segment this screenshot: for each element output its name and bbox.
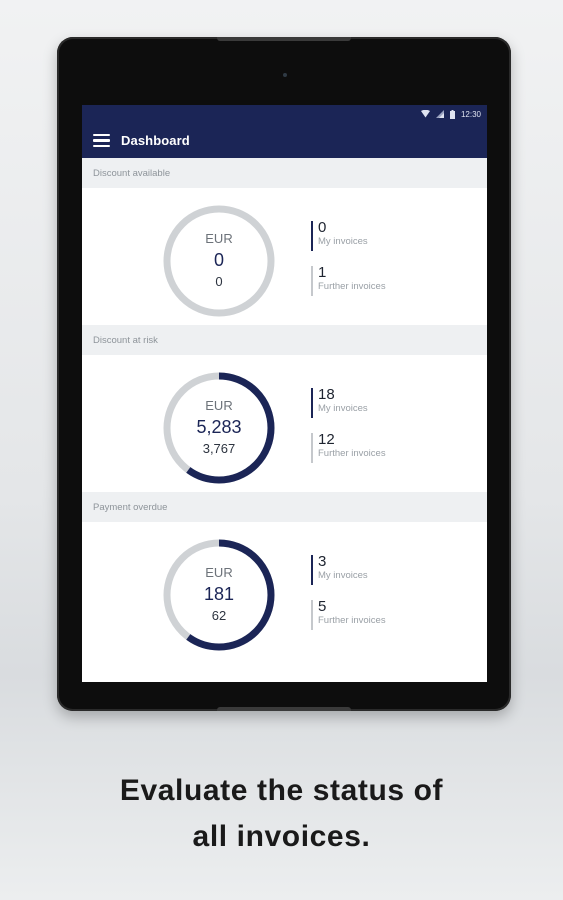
stat-label: Further invoices	[318, 615, 386, 626]
stat-value: 3	[318, 553, 327, 570]
battery-icon	[449, 109, 455, 119]
gauge-progress-arc	[163, 539, 275, 651]
gauge-sub-amount: 3,767	[202, 441, 236, 456]
gauge-amount: 0	[213, 250, 224, 270]
caption-line-1: Evaluate the status of	[119, 774, 444, 807]
gauge-amount: 181	[203, 584, 235, 604]
discount-at-risk-gauge: EUR 5,283 3,767	[161, 370, 277, 486]
status-bar: 12:30	[82, 105, 487, 123]
section-discount-at-risk[interactable]: EUR 5,283 3,767 18 My invoices 12 Furthe…	[82, 355, 487, 492]
stat-further-invoices[interactable]: 5 Further invoices	[311, 598, 481, 631]
stat-value: 5	[318, 598, 327, 615]
stat-label: Further invoices	[318, 448, 386, 459]
gauge-ring	[163, 205, 275, 317]
app-screen: 12:30 Dashboard Discount available EUR 0…	[82, 105, 487, 682]
stat-value: 1	[318, 264, 327, 281]
tablet-device: 12:30 Dashboard Discount available EUR 0…	[57, 37, 511, 711]
stat-label: My invoices	[318, 236, 368, 247]
gauge-sub-amount: 0	[215, 274, 223, 289]
clock-time: 12:30	[460, 109, 481, 119]
stat-my-invoices[interactable]: 18 My invoices	[311, 386, 481, 419]
invoice-stats: 18 My invoices 12 Further invoices	[311, 386, 481, 476]
section-payment-overdue[interactable]: EUR 181 62 3 My invoices 5 Further invoi…	[82, 522, 487, 659]
my-invoices-indicator	[311, 221, 313, 251]
gauge-labels: EUR 5,283 3,767	[161, 370, 277, 486]
app-bar: Dashboard	[82, 123, 487, 158]
gauge-currency: EUR	[205, 398, 233, 413]
caption-line-2: all invoices.	[192, 820, 371, 853]
section-discount-available[interactable]: EUR 0 0 0 My invoices 1 Further invoices	[82, 188, 487, 325]
stat-further-invoices[interactable]: 1 Further invoices	[311, 264, 481, 297]
stat-label: My invoices	[318, 403, 368, 414]
stat-value: 0	[318, 219, 327, 236]
gauge-currency: EUR	[205, 565, 233, 580]
stat-my-invoices[interactable]: 0 My invoices	[311, 219, 481, 252]
further-invoices-indicator	[311, 600, 313, 630]
stat-value: 12	[318, 431, 335, 448]
hamburger-menu-icon[interactable]	[93, 133, 110, 148]
gauge-sub-amount: 62	[211, 608, 227, 623]
stat-my-invoices[interactable]: 3 My invoices	[311, 553, 481, 586]
gauge-track	[163, 205, 275, 317]
further-invoices-indicator	[311, 266, 313, 296]
page-title: Dashboard	[121, 133, 190, 148]
front-camera	[283, 73, 287, 77]
gauge-amount: 5,283	[196, 417, 242, 437]
promo-caption: Evaluate the status of all invoices.	[0, 768, 563, 860]
gauge-labels: EUR 0 0	[161, 203, 277, 319]
stat-further-invoices[interactable]: 12 Further invoices	[311, 431, 481, 464]
stat-value: 18	[318, 386, 335, 403]
discount-available-gauge: EUR 0 0	[161, 203, 277, 319]
section-header-payment-overdue: Payment overdue	[82, 492, 487, 522]
invoice-stats: 3 My invoices 5 Further invoices	[311, 553, 481, 643]
section-header-discount-available: Discount available	[82, 158, 487, 188]
stat-label: Further invoices	[318, 281, 386, 292]
tablet-bottom-edge	[217, 707, 351, 711]
tablet-top-edge	[217, 37, 351, 41]
invoice-stats: 0 My invoices 1 Further invoices	[311, 219, 481, 309]
payment-overdue-gauge: EUR 181 62	[161, 537, 277, 653]
stat-label: My invoices	[318, 570, 368, 581]
section-header-discount-at-risk: Discount at risk	[82, 325, 487, 355]
my-invoices-indicator	[311, 388, 313, 418]
gauge-ring	[163, 539, 275, 651]
my-invoices-indicator	[311, 555, 313, 585]
gauge-ring	[163, 372, 275, 484]
gauge-labels: EUR 181 62	[161, 537, 277, 653]
further-invoices-indicator	[311, 433, 313, 463]
signal-icon	[435, 110, 444, 118]
gauge-currency: EUR	[205, 231, 233, 246]
wifi-icon	[420, 110, 430, 118]
gauge-progress-arc	[163, 372, 275, 484]
